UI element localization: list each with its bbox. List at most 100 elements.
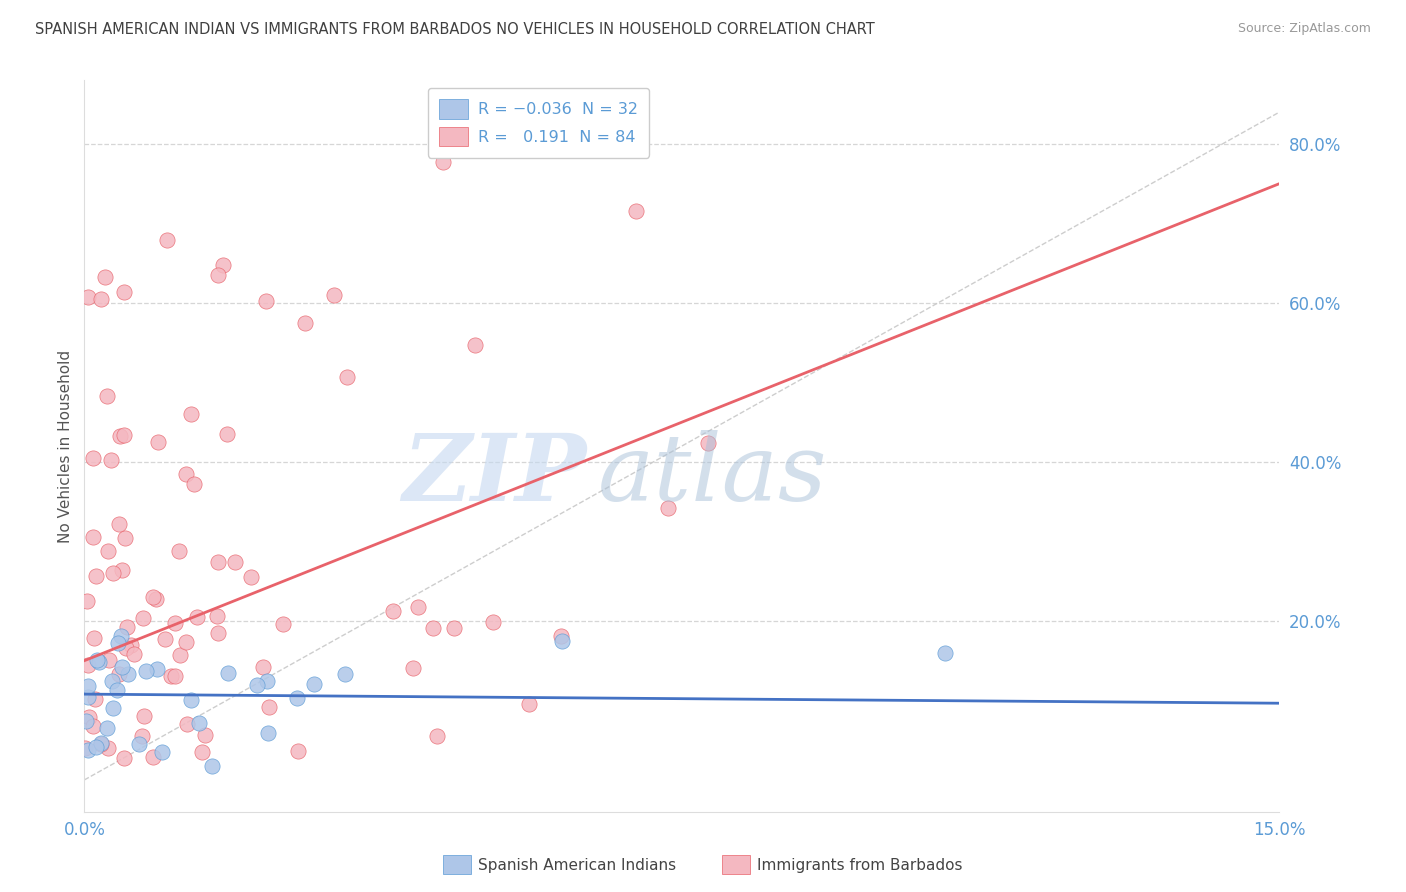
Point (207, 555, 229, 569)
Point (207, 626, 229, 640)
Point (180, 693, 202, 707)
Point (76, 743, 98, 757)
Point (96, 721, 118, 735)
Point (101, 701, 124, 715)
Point (697, 436, 720, 450)
Point (107, 636, 129, 650)
Point (131, 729, 153, 743)
Point (402, 661, 425, 675)
Point (215, 426, 238, 441)
Point (322, 288, 344, 302)
Point (142, 750, 165, 764)
Point (142, 590, 165, 604)
Point (551, 633, 574, 648)
Point (97, 740, 120, 755)
Point (246, 678, 269, 692)
Point (111, 660, 134, 674)
Point (84, 740, 107, 755)
Point (112, 751, 135, 765)
Point (294, 317, 316, 331)
Y-axis label: No Vehicles in Household: No Vehicles in Household (58, 350, 73, 542)
Point (117, 666, 139, 681)
Point (180, 407, 202, 421)
Point (112, 428, 135, 442)
Point (169, 544, 191, 558)
Text: ZIP: ZIP (402, 430, 586, 520)
Point (100, 452, 122, 467)
Point (90, 292, 112, 306)
Point (657, 501, 679, 516)
Point (333, 667, 356, 681)
Point (90, 736, 112, 750)
Point (132, 611, 155, 625)
Point (122, 648, 145, 662)
Point (145, 591, 167, 606)
Legend: R = −0.036  N = 32, R =   0.191  N = 84: R = −0.036 N = 32, R = 0.191 N = 84 (429, 88, 648, 158)
Point (82, 719, 104, 733)
Point (934, 646, 956, 660)
Point (426, 729, 449, 743)
Point (285, 691, 308, 706)
Point (96, 389, 118, 403)
Point (207, 268, 229, 282)
Point (188, 715, 211, 730)
Point (150, 745, 173, 759)
Point (212, 258, 235, 272)
Point (224, 555, 246, 569)
Point (382, 604, 405, 618)
Point (76, 290, 98, 304)
Text: SPANISH AMERICAN INDIAN VS IMMIGRANTS FROM BARBADOS NO VEHICLES IN HOUSEHOLD COR: SPANISH AMERICAN INDIAN VS IMMIGRANTS FR… (35, 22, 875, 37)
Point (481, 615, 503, 630)
Point (254, 294, 277, 309)
Point (517, 698, 540, 712)
Point (624, 204, 647, 219)
Point (115, 620, 138, 634)
Point (443, 621, 465, 635)
Point (107, 667, 129, 681)
Text: Source: ZipAtlas.com: Source: ZipAtlas.com (1237, 22, 1371, 36)
Point (217, 666, 239, 681)
Text: atlas: atlas (599, 430, 828, 520)
Point (108, 516, 131, 531)
Point (176, 716, 198, 731)
Point (98, 653, 121, 667)
Point (114, 531, 136, 545)
Point (107, 683, 129, 698)
Point (422, 621, 444, 635)
Point (183, 477, 205, 491)
Point (271, 617, 294, 632)
Point (145, 663, 167, 677)
Point (90, 738, 112, 752)
Point (111, 563, 134, 577)
Point (101, 566, 124, 580)
Point (120, 639, 142, 653)
Point (89, 655, 111, 669)
Point (77, 710, 100, 724)
Point (132, 708, 155, 723)
Point (135, 664, 157, 678)
Point (174, 634, 197, 648)
Point (108, 429, 131, 443)
Point (114, 640, 136, 655)
Point (256, 674, 278, 689)
Point (163, 615, 186, 630)
Point (77, 679, 100, 693)
Point (336, 370, 359, 384)
Point (83, 631, 105, 645)
Point (94, 269, 117, 284)
Point (82, 530, 104, 544)
Point (186, 609, 208, 624)
Point (82, 451, 104, 466)
Point (110, 629, 132, 643)
Point (73, 741, 96, 756)
Point (259, 700, 281, 714)
Point (159, 669, 181, 683)
Point (406, 599, 429, 614)
Point (432, 154, 454, 169)
Legend: Spanish American Indians, Immigrants from Barbados: Spanish American Indians, Immigrants fro… (437, 849, 969, 880)
Point (77, 658, 100, 673)
Point (201, 758, 224, 772)
Point (75, 714, 97, 728)
Point (153, 632, 176, 646)
Point (252, 660, 274, 674)
